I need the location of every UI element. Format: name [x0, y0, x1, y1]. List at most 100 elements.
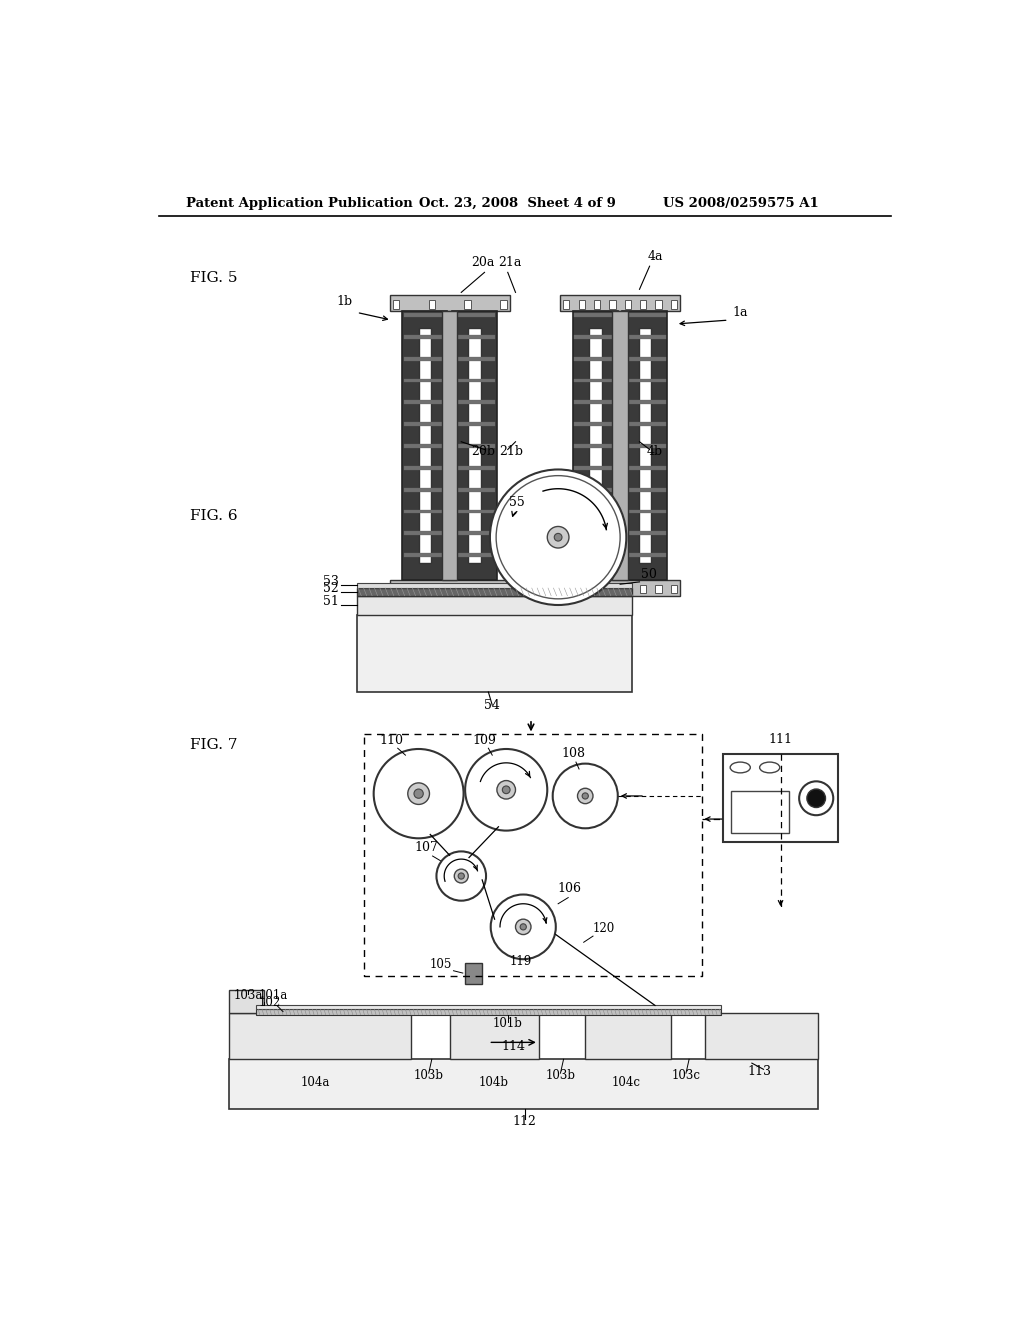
Bar	[594, 300, 600, 309]
Text: 108: 108	[561, 747, 586, 760]
Bar	[392, 300, 399, 309]
Bar	[454, 356, 496, 360]
Bar	[454, 487, 496, 491]
Bar	[574, 313, 616, 317]
Bar	[655, 300, 662, 309]
Bar	[403, 466, 445, 470]
Circle shape	[414, 789, 423, 799]
Text: FIG. 5: FIG. 5	[190, 271, 238, 285]
Bar	[403, 444, 445, 447]
Bar	[655, 585, 662, 594]
Circle shape	[465, 748, 547, 830]
Text: 111: 111	[769, 733, 793, 746]
Bar	[465, 585, 471, 594]
Text: 107: 107	[415, 841, 438, 854]
Bar	[403, 487, 445, 491]
Bar	[356, 615, 632, 692]
Bar	[403, 532, 445, 535]
Circle shape	[547, 527, 569, 548]
Bar	[403, 510, 445, 513]
Text: 104a: 104a	[301, 1076, 330, 1089]
Circle shape	[503, 785, 510, 793]
Bar	[574, 553, 616, 557]
Bar	[450, 1014, 539, 1059]
Text: 55: 55	[509, 496, 525, 510]
Bar	[389, 296, 510, 312]
Bar	[640, 300, 646, 309]
Bar	[574, 466, 616, 470]
Bar	[563, 300, 569, 309]
Circle shape	[489, 470, 627, 605]
Text: 112: 112	[513, 1115, 537, 1127]
Circle shape	[374, 748, 464, 838]
Bar	[454, 313, 496, 317]
Bar	[454, 444, 496, 447]
Text: 104b: 104b	[479, 1076, 509, 1089]
Bar	[624, 356, 666, 360]
Bar	[574, 400, 616, 404]
Text: 20b: 20b	[471, 445, 495, 458]
Bar	[452, 312, 497, 581]
Bar	[574, 335, 616, 339]
Bar	[403, 335, 445, 339]
Text: 4b: 4b	[647, 445, 664, 458]
Text: 20a: 20a	[471, 256, 495, 269]
Text: 110: 110	[380, 734, 403, 747]
Bar	[419, 327, 431, 562]
Bar	[429, 585, 435, 594]
Circle shape	[799, 781, 834, 816]
Circle shape	[497, 780, 515, 799]
Ellipse shape	[760, 762, 779, 774]
Circle shape	[436, 851, 486, 900]
Bar	[392, 585, 399, 594]
Circle shape	[578, 788, 593, 804]
Bar	[624, 313, 666, 317]
Text: 106: 106	[558, 882, 582, 895]
Bar	[228, 990, 263, 1014]
Text: 103a: 103a	[233, 989, 263, 1002]
Bar	[625, 300, 631, 309]
Bar	[624, 510, 666, 513]
Bar	[501, 585, 507, 594]
Bar	[560, 581, 680, 595]
Bar	[454, 510, 496, 513]
Bar	[624, 335, 666, 339]
Text: 120: 120	[593, 923, 615, 936]
Bar	[574, 379, 616, 383]
Bar	[454, 400, 496, 404]
Text: 54: 54	[484, 700, 500, 711]
Bar	[454, 335, 496, 339]
Circle shape	[490, 895, 556, 960]
Text: 109: 109	[472, 734, 497, 747]
Circle shape	[458, 873, 464, 879]
Bar	[256, 1010, 721, 1015]
Text: 101a: 101a	[258, 989, 288, 1002]
Bar	[403, 422, 445, 426]
Bar	[572, 312, 617, 581]
Bar	[586, 1014, 671, 1059]
Bar	[624, 379, 666, 383]
Circle shape	[520, 924, 526, 929]
Bar	[356, 583, 632, 589]
Bar	[454, 553, 496, 557]
Text: 103c: 103c	[672, 1069, 700, 1081]
Text: 103b: 103b	[546, 1069, 575, 1081]
Bar	[454, 379, 496, 383]
Text: FIG. 6: FIG. 6	[190, 510, 238, 524]
Bar	[501, 300, 507, 309]
Bar	[465, 300, 471, 309]
Text: Oct. 23, 2008  Sheet 4 of 9: Oct. 23, 2008 Sheet 4 of 9	[419, 197, 615, 210]
Circle shape	[496, 475, 621, 599]
Bar	[563, 585, 569, 594]
Text: 105: 105	[430, 958, 452, 972]
Bar	[579, 300, 585, 309]
Bar	[574, 487, 616, 491]
Bar	[228, 1059, 818, 1109]
Bar	[639, 327, 651, 562]
Bar	[624, 553, 666, 557]
Text: Patent Application Publication: Patent Application Publication	[186, 197, 413, 210]
Bar	[574, 422, 616, 426]
Bar	[609, 585, 615, 594]
Bar	[589, 327, 601, 562]
Text: 102: 102	[258, 997, 281, 1010]
